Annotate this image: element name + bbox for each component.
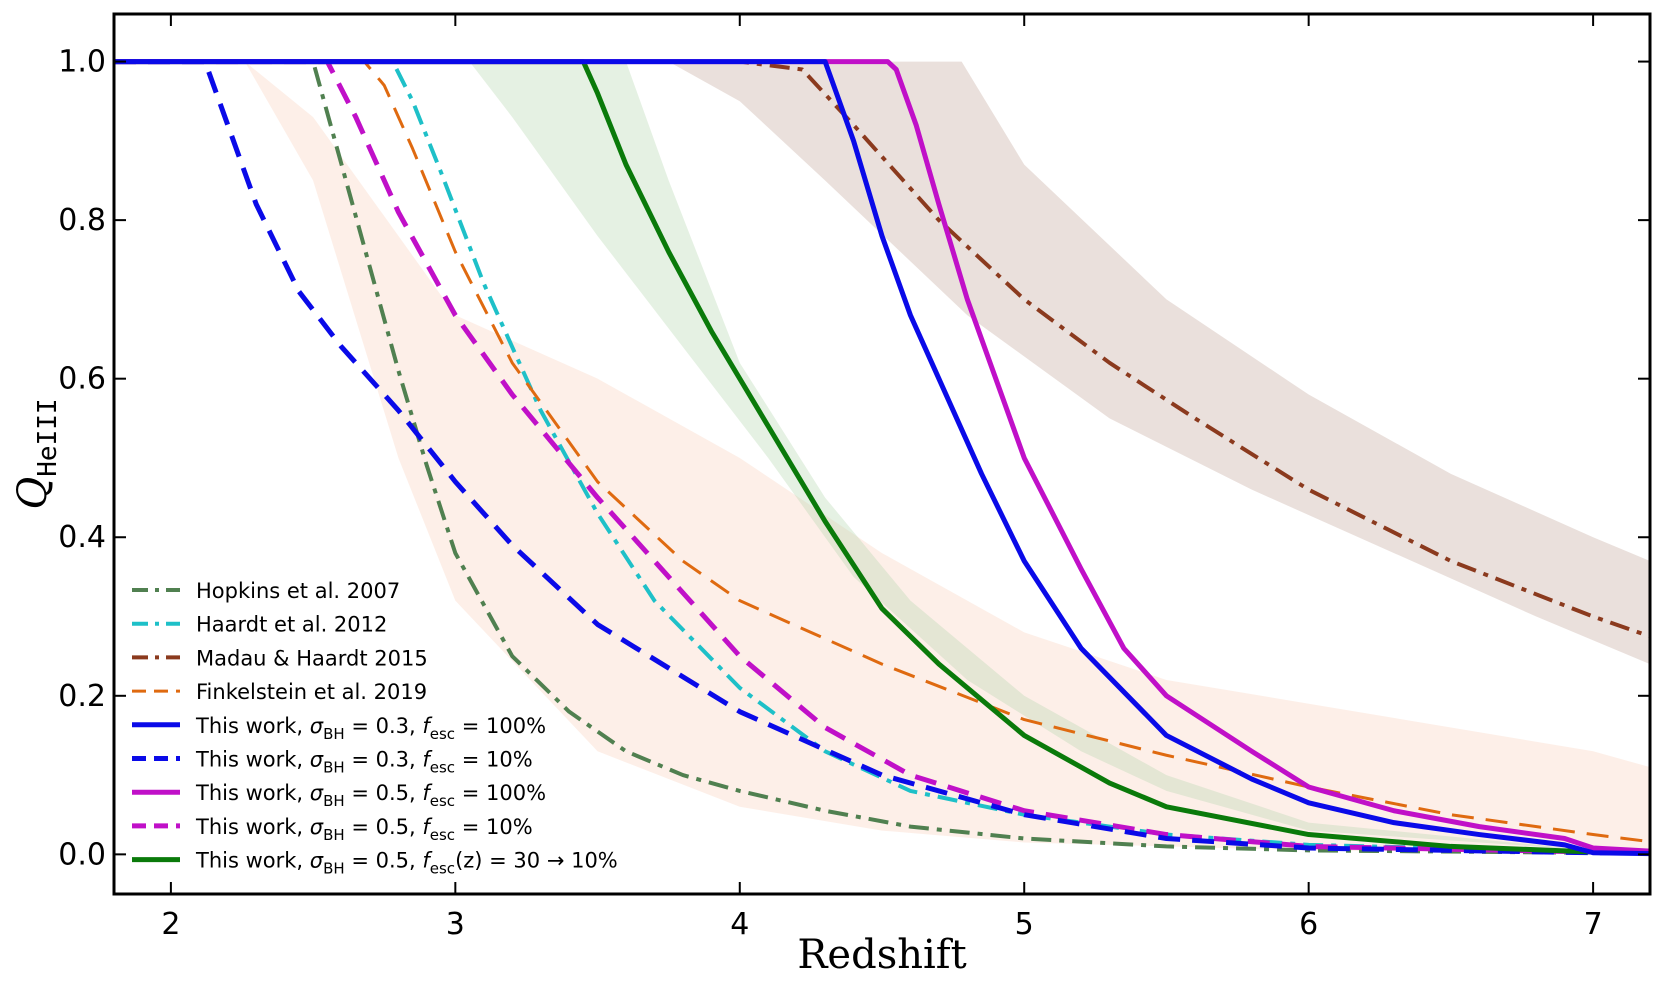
plot-frame: [112, 12, 1652, 896]
legend-label-1: Haardt et al. 2012: [196, 613, 387, 637]
series-line-4: [114, 59, 1650, 857]
y-axis-title-main: Q: [10, 477, 56, 510]
legend-label-4: This work, σBH = 0.3, fesc = 100%: [195, 714, 546, 743]
y-tick-label: 0.2: [58, 679, 106, 714]
legend: Hopkins et al. 2007 Haardt et al. 2012 Mad…: [132, 579, 618, 878]
x-tick-label: 4: [730, 907, 749, 942]
band-0: [244, 61, 1650, 853]
y-tick-label: 0.4: [58, 520, 106, 555]
y-axis-title-sub: HeIII: [33, 398, 63, 476]
legend-label-3: Finkelstein et al. 2019: [196, 680, 427, 704]
x-axis-title: Redshift: [797, 932, 966, 978]
shaded-bands: [244, 61, 1650, 853]
legend-label-2: Madau & Haardt 2015: [196, 646, 428, 670]
series-line-5: [114, 59, 1650, 856]
band-1: [668, 61, 1650, 665]
axis-ticks: 2 3 4 5 6 7 0.0 0.2 0.4 0.6 0.8 1.0: [58, 14, 1650, 942]
x-tick-label: 3: [446, 907, 465, 942]
series-line-7: [114, 59, 1650, 856]
series-line-8: [114, 59, 1650, 856]
legend-label-5: This work, σBH = 0.3, fesc = 10%: [195, 748, 533, 777]
legend-label-6: This work, σBH = 0.5, fesc = 100%: [195, 781, 546, 810]
legend-label-7: This work, σBH = 0.5, fesc = 10%: [195, 815, 533, 844]
x-tick-label: 6: [1299, 907, 1318, 942]
y-axis-title: QHeIII: [10, 398, 63, 509]
series-line-1: [114, 59, 1650, 855]
series-line-2: [114, 59, 1650, 639]
x-tick-label: 2: [161, 907, 180, 942]
x-tick-label: 7: [1584, 907, 1603, 942]
y-tick-label: 0.6: [58, 362, 106, 397]
series-lines: [114, 59, 1650, 857]
series-line-0: [114, 59, 1650, 855]
legend-label-8: This work, σBH = 0.5, fesc(z) = 30 → 10%: [195, 849, 618, 878]
band-2: [469, 61, 1594, 851]
y-tick-label: 0.8: [58, 203, 106, 238]
series-line-6: [114, 59, 1650, 854]
y-tick-label: 0.0: [58, 837, 106, 872]
legend-label-0: Hopkins et al. 2007: [196, 579, 400, 603]
series-line-3: [114, 60, 1650, 844]
x-tick-label: 5: [1015, 907, 1034, 942]
y-tick-label: 1.0: [58, 45, 106, 80]
